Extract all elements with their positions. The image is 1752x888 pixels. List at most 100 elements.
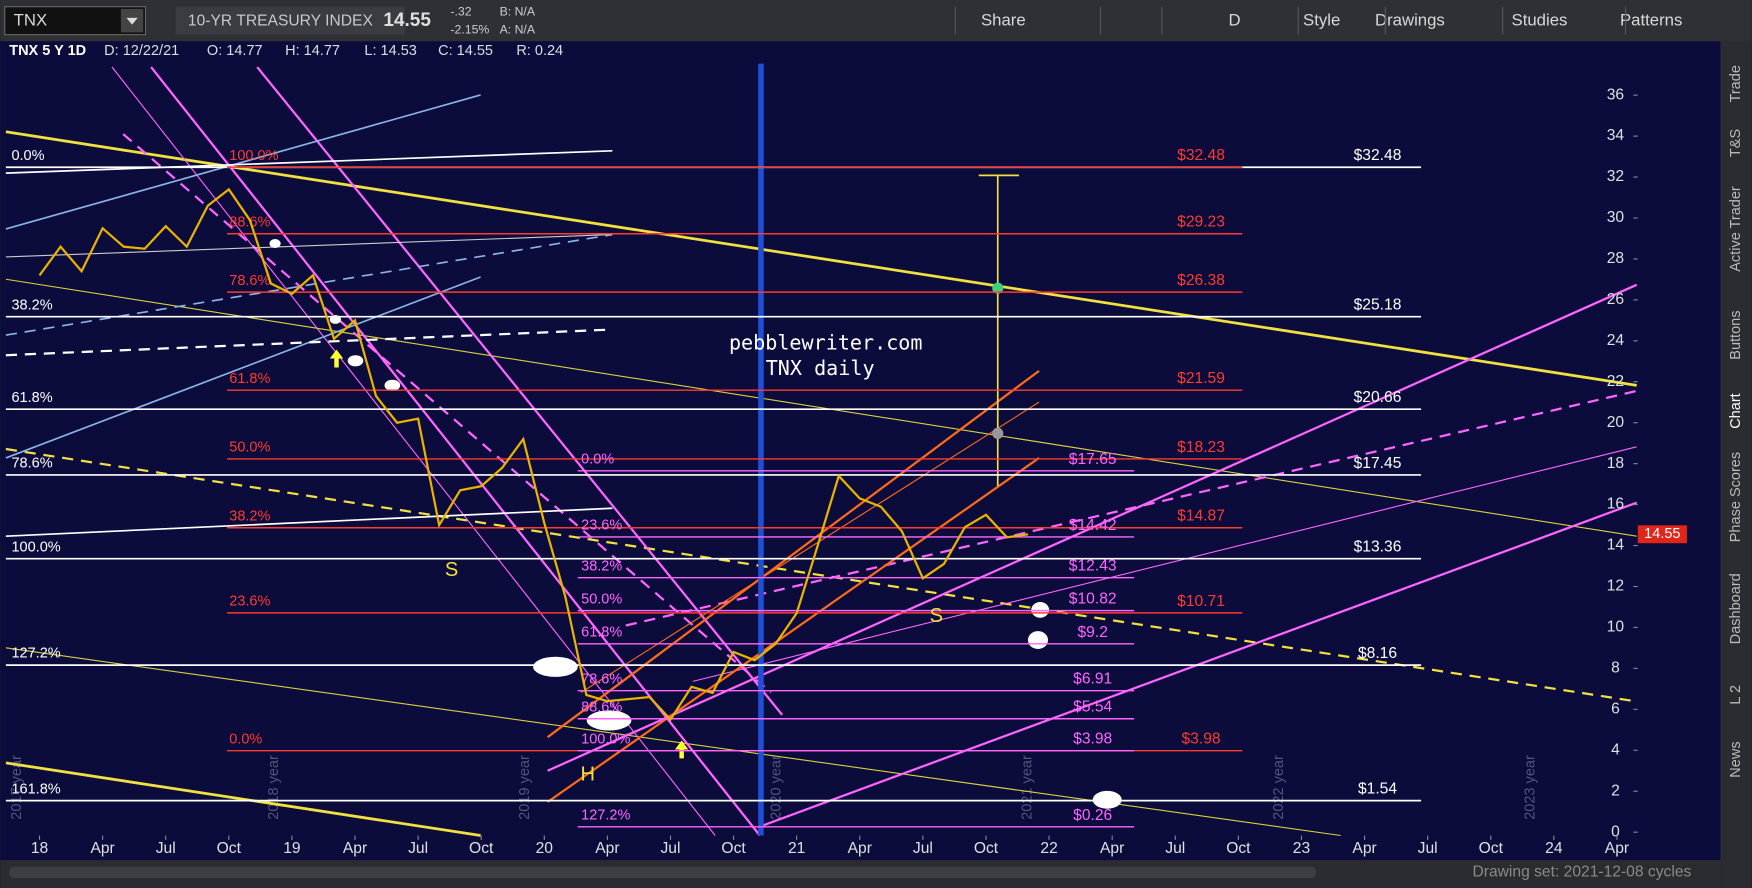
fib-pct: 0.0% bbox=[229, 731, 262, 747]
fib-price: $14.42 bbox=[1069, 517, 1117, 534]
fib-pct: 0.0% bbox=[11, 148, 44, 164]
trend-line bbox=[5, 328, 613, 357]
x-tick-label: Jul bbox=[913, 840, 933, 857]
change-pct: -2.15% bbox=[450, 22, 489, 36]
fib-pct: 127.2% bbox=[581, 807, 630, 823]
fib-price: $9.2 bbox=[1077, 624, 1107, 641]
fib-pct: 61.8% bbox=[11, 390, 52, 406]
y-tick-label: 12 bbox=[1607, 578, 1624, 595]
fib-pct: 38.2% bbox=[581, 558, 622, 574]
toolbar-button[interactable]: D bbox=[1228, 11, 1240, 30]
y-tick-label: 0 bbox=[1611, 823, 1620, 840]
ask: A: N/A bbox=[500, 22, 536, 36]
last-price-tag bbox=[1637, 525, 1687, 544]
side-tab[interactable]: L 2 bbox=[1728, 685, 1744, 705]
fib-price: $0.26 bbox=[1073, 807, 1112, 824]
x-tick-label: 20 bbox=[536, 840, 554, 857]
toolbar-button[interactable]: Drawings bbox=[1375, 11, 1445, 30]
fib-price: $17.45 bbox=[1354, 455, 1402, 472]
trend-line bbox=[5, 233, 613, 336]
fib-pct: 50.0% bbox=[229, 440, 270, 456]
watermark: TNX daily bbox=[766, 356, 875, 380]
year-label: 2018 year bbox=[266, 755, 282, 820]
bid: B: N/A bbox=[500, 5, 536, 19]
side-tab[interactable]: Buttons bbox=[1728, 310, 1744, 359]
info-low: L: 14.53 bbox=[364, 43, 416, 59]
fib-price: $13.36 bbox=[1354, 539, 1402, 556]
toolbar-button[interactable]: Studies bbox=[1512, 11, 1568, 30]
last-price-label: 14.55 bbox=[1644, 526, 1680, 542]
toolbar-button[interactable]: Patterns bbox=[1620, 11, 1682, 30]
trend-line bbox=[256, 66, 784, 716]
fib-price: $17.65 bbox=[1069, 451, 1117, 468]
x-tick-label: Oct bbox=[217, 840, 242, 857]
toolbar-button[interactable]: Style bbox=[1303, 11, 1340, 30]
description: 10-YR TREASURY INDEX bbox=[188, 12, 374, 29]
x-tick-label: 19 bbox=[283, 840, 300, 857]
fib-pct: 61.8% bbox=[581, 624, 622, 640]
x-tick-label: Apr bbox=[1352, 840, 1376, 857]
x-tick-label: Apr bbox=[1605, 840, 1629, 857]
year-label: 2020 year bbox=[768, 755, 784, 820]
y-tick-label: 30 bbox=[1607, 209, 1625, 226]
trend-line bbox=[5, 130, 1637, 387]
side-tab[interactable]: Dashboard bbox=[1728, 573, 1744, 644]
y-tick-label: 32 bbox=[1607, 168, 1624, 185]
y-tick-label: 18 bbox=[1607, 455, 1625, 472]
x-tick-label: Oct bbox=[1479, 840, 1504, 857]
trend-line bbox=[5, 278, 1637, 537]
year-label: 2022 year bbox=[1271, 755, 1287, 820]
x-tick-label: Jul bbox=[661, 840, 681, 857]
x-tick-label: Jul bbox=[1165, 840, 1185, 857]
fib-pct: 100.0% bbox=[229, 148, 278, 164]
year-label: 2017 year bbox=[9, 755, 25, 820]
scroll-thumb[interactable] bbox=[9, 866, 1317, 878]
info-row: TNX 5 Y 1D D: 12/22/21 O: 14.77 H: 14.77… bbox=[9, 43, 563, 59]
marker-ellipse bbox=[269, 239, 281, 248]
side-tab[interactable]: Active Trader bbox=[1728, 186, 1744, 272]
year-label: 2021 year bbox=[1020, 755, 1036, 820]
fib-pct: 100.0% bbox=[581, 731, 630, 747]
trend-line bbox=[5, 94, 481, 230]
x-tick-label: Oct bbox=[1226, 840, 1251, 857]
fib-pct: 50.0% bbox=[581, 591, 622, 607]
side-tab[interactable]: News bbox=[1728, 741, 1744, 777]
fib-pct: 61.8% bbox=[229, 371, 270, 387]
fib-price: $12.43 bbox=[1069, 558, 1117, 575]
fib-price: $18.23 bbox=[1177, 439, 1225, 456]
trend-line bbox=[122, 133, 772, 694]
y-tick-label: 24 bbox=[1607, 332, 1625, 349]
fib-price: $3.98 bbox=[1073, 731, 1112, 748]
info-range: R: 0.24 bbox=[516, 43, 563, 59]
side-tab[interactable]: Phase Scores bbox=[1728, 452, 1744, 542]
trend-line bbox=[5, 447, 1637, 703]
fib-price: $10.82 bbox=[1069, 591, 1117, 608]
y-tick-label: 6 bbox=[1611, 700, 1620, 717]
y-tick-label: 26 bbox=[1607, 291, 1624, 308]
fib-pct: 88.6% bbox=[581, 699, 622, 715]
y-tick-label: 16 bbox=[1607, 496, 1624, 513]
marker-ellipse bbox=[1027, 631, 1049, 649]
fib-price: $1.54 bbox=[1358, 781, 1397, 798]
fib-price: $21.59 bbox=[1177, 370, 1225, 387]
x-tick-label: Apr bbox=[848, 840, 872, 857]
x-tick-label: Jul bbox=[156, 840, 176, 857]
fib-pct: 23.6% bbox=[581, 518, 622, 534]
y-tick-label: 22 bbox=[1607, 373, 1624, 390]
last-price: 14.55 bbox=[383, 10, 431, 31]
x-tick-label: Oct bbox=[469, 840, 494, 857]
fib-price: $26.38 bbox=[1177, 272, 1225, 289]
side-tab[interactable]: T&S bbox=[1728, 129, 1744, 158]
toolbar-button[interactable]: Share bbox=[981, 11, 1026, 30]
side-tab[interactable]: Trade bbox=[1728, 65, 1744, 102]
trend-line bbox=[5, 276, 481, 459]
fib-pct: 100.0% bbox=[11, 539, 60, 555]
y-tick-label: 34 bbox=[1607, 127, 1625, 144]
x-tick-label: 22 bbox=[1040, 840, 1057, 857]
y-tick-label: 36 bbox=[1607, 86, 1624, 103]
change: -.32 bbox=[450, 5, 471, 19]
fib-pct: 127.2% bbox=[11, 646, 60, 662]
side-tab[interactable]: Chart bbox=[1728, 393, 1744, 429]
price-line bbox=[38, 187, 1029, 722]
